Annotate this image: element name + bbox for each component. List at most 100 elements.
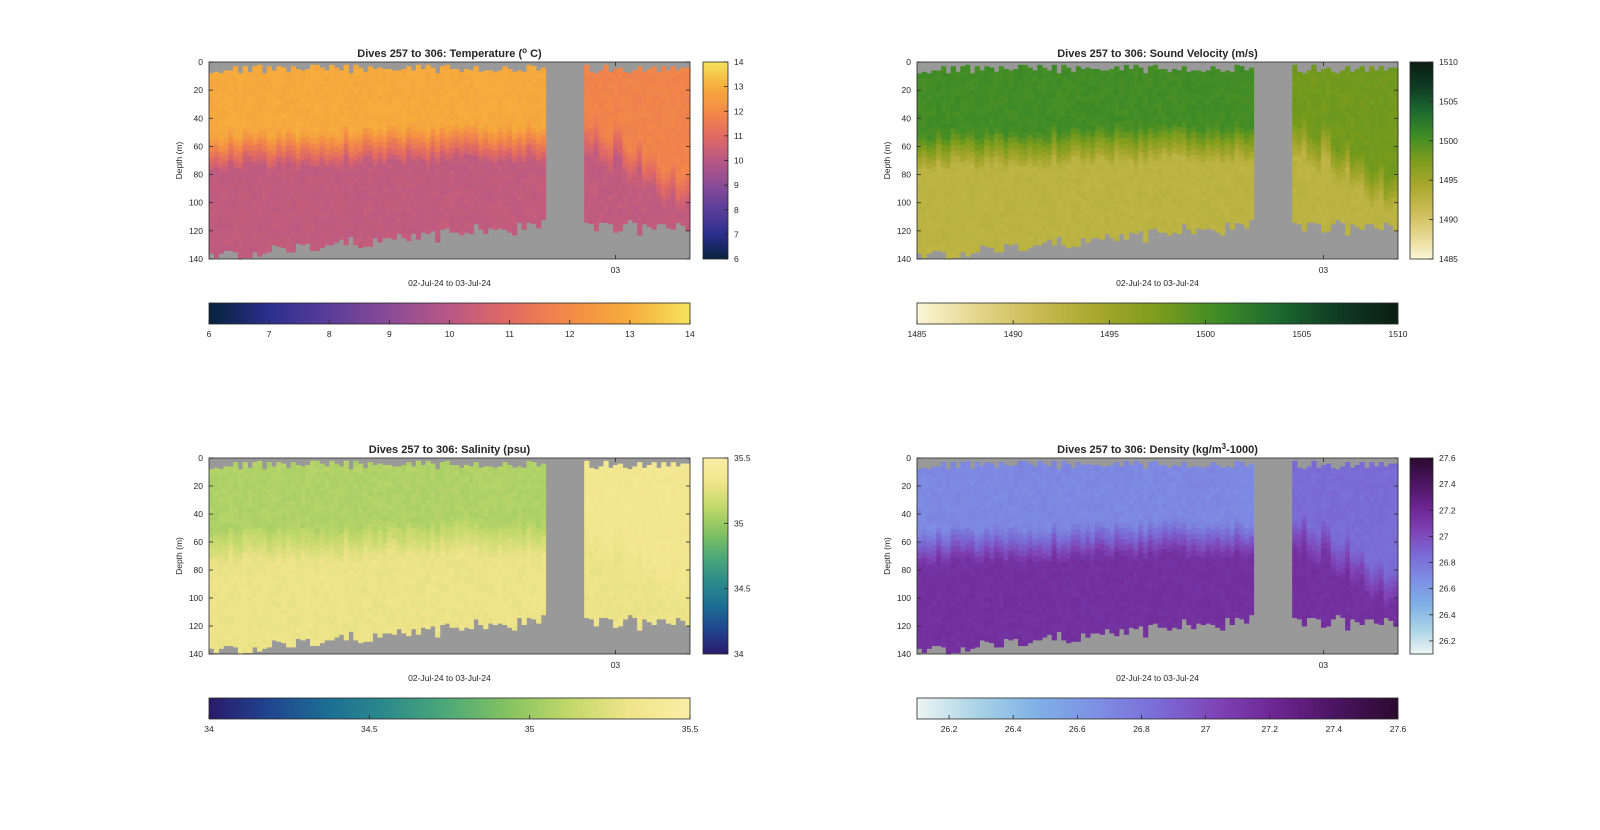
side-colorbar-tick-label: 27.4: [1439, 479, 1456, 489]
y-tick-label: 120: [897, 226, 911, 236]
side-colorbar-tick-label: 1495: [1439, 175, 1458, 185]
side-colorbar-tick-label: 26.6: [1439, 584, 1456, 594]
side-colorbar-tick-label: 12: [734, 106, 744, 116]
side-colorbar-tick-label: 35.5: [734, 453, 751, 463]
bottom-colorbar: 1485 1490 1495 1500 1505 1510: [908, 302, 1408, 339]
bottom-colorbar-tick-label: 6: [207, 329, 212, 339]
y-tick-label: 0: [198, 57, 203, 67]
bottom-colorbar-tick-label: 34.5: [361, 724, 378, 734]
y-tick-label: 60: [194, 537, 204, 547]
y-tick-label: 100: [897, 593, 911, 603]
bottom-colorbar-tick-label: 27: [1201, 724, 1211, 734]
chart-sound_velocity: 0 20 40 60 80 100 120 140 03 Dives 257 to 306: So…: [882, 48, 1458, 339]
y-tick-label: 140: [189, 649, 203, 659]
side-colorbar-tick-label: 1510: [1439, 57, 1458, 67]
y-axis-label: Depth (m): [174, 141, 184, 179]
y-tick-label: 120: [189, 621, 203, 631]
y-axis-label: Depth (m): [174, 537, 184, 575]
y-tick-label: 20: [902, 481, 912, 491]
bottom-colorbar-tick-label: 13: [625, 329, 635, 339]
side-colorbar-tick-label: 7: [734, 229, 739, 239]
side-colorbar-tick-label: 1500: [1439, 136, 1458, 146]
bottom-colorbar-tick-label: 35.5: [682, 724, 699, 734]
side-colorbar-tick-label: 27.2: [1439, 505, 1456, 515]
y-tick-label: 20: [194, 481, 204, 491]
chart-title: Dives 257 to 306: Salinity (psu): [369, 444, 531, 456]
side-colorbar-tick-label: 27: [1439, 531, 1449, 541]
axes-box: [916, 61, 1399, 260]
side-colorbar-tick-label: 1485: [1439, 254, 1458, 264]
side-colorbar-tick-label: 26.8: [1439, 558, 1456, 568]
chart-title: Dives 257 to 306: Density (kg/m3-1000): [1057, 442, 1258, 457]
bottom-colorbar-tick-label: 1500: [1196, 329, 1215, 339]
bottom-colorbar-tick-label: 14: [685, 329, 695, 339]
side-colorbar-tick-label: 34: [734, 649, 744, 659]
side-colorbar-tick-label: 6: [734, 254, 739, 264]
bottom-colorbar-tick-label: 8: [327, 329, 332, 339]
x-tick-label: 03: [611, 265, 621, 275]
side-colorbar-tick-label: 26.4: [1439, 610, 1456, 620]
chart-salinity: 0 20 40 60 80 100 120 140 03 Dives 257 to 306: Sa…: [174, 444, 751, 734]
side-colorbar-tick-label: 35: [734, 518, 744, 528]
bottom-colorbar-tick-label: 11: [505, 329, 514, 339]
y-tick-label: 60: [194, 141, 204, 151]
axes-box: [208, 61, 691, 260]
x-axis-label: 02-Jul-24 to 03-Jul-24: [408, 673, 491, 683]
y-tick-label: 40: [902, 509, 912, 519]
x-axis-label: 02-Jul-24 to 03-Jul-24: [1116, 278, 1199, 288]
y-tick-label: 40: [902, 113, 912, 123]
y-tick-label: 80: [194, 565, 204, 575]
y-tick-label: 0: [906, 57, 911, 67]
y-tick-label: 100: [189, 198, 203, 208]
y-tick-label: 100: [189, 593, 203, 603]
bottom-colorbar: 34 34.5 35 35.5: [204, 697, 699, 734]
y-tick-label: 80: [194, 170, 204, 180]
bottom-colorbar-tick-label: 26.2: [941, 724, 958, 734]
y-tick-label: 80: [902, 170, 912, 180]
y-tick-label: 20: [902, 85, 912, 95]
bottom-colorbar-tick-label: 1485: [908, 329, 927, 339]
y-tick-label: 140: [897, 254, 911, 264]
bottom-colorbar-tick-label: 26.4: [1005, 724, 1022, 734]
chart-title: Dives 257 to 306: Sound Velocity (m/s): [1057, 48, 1258, 60]
bottom-colorbar-tick-label: 34: [204, 724, 214, 734]
side-colorbar-tick-label: 1505: [1439, 96, 1458, 106]
heatmap-cells: [917, 64, 1399, 260]
side-colorbar-tick-label: 26.2: [1439, 636, 1456, 646]
y-tick-label: 40: [194, 113, 204, 123]
bottom-colorbar-tick-label: 27.4: [1326, 724, 1343, 734]
y-tick-label: 20: [194, 85, 204, 95]
bottom-colorbar-tick-label: 9: [387, 329, 392, 339]
bottom-colorbar-tick-label: 26.6: [1069, 724, 1086, 734]
heatmap-cells: [917, 460, 1399, 655]
x-tick-label: 03: [611, 660, 621, 670]
side-colorbar-tick-label: 11: [734, 131, 743, 141]
bottom-colorbar-tick-label: 10: [445, 329, 455, 339]
side-colorbar: 26.2 26.4 26.6 26.8 27 27.2 27.4 27.6: [1409, 453, 1456, 655]
side-colorbar-tick-label: 8: [734, 205, 739, 215]
y-tick-label: 140: [897, 649, 911, 659]
bottom-colorbar-tick-label: 27.6: [1390, 724, 1407, 734]
y-tick-label: 60: [902, 537, 912, 547]
side-colorbar: 1485 1490 1495 1500 1505 1510: [1409, 57, 1458, 264]
x-tick-label: 03: [1319, 265, 1329, 275]
x-axis-label: 02-Jul-24 to 03-Jul-24: [408, 278, 491, 288]
side-colorbar-tick-label: 27.6: [1439, 453, 1456, 463]
y-axis-label: Depth (m): [882, 141, 892, 179]
x-axis-label: 02-Jul-24 to 03-Jul-24: [1116, 673, 1199, 683]
side-colorbar-tick-label: 13: [734, 82, 744, 92]
side-colorbar-tick-label: 1490: [1439, 215, 1458, 225]
y-axis-label: Depth (m): [882, 537, 892, 575]
bottom-colorbar-tick-label: 1505: [1292, 329, 1311, 339]
x-tick-label: 03: [1319, 660, 1329, 670]
bottom-colorbar-tick-label: 35: [525, 724, 535, 734]
chart-temperature: 0 20 40 60 80 100 120 140 03 Dives 257 to 306: Te…: [174, 46, 744, 340]
heatmap-cells: [209, 460, 691, 655]
bottom-colorbar-tick-label: 26.8: [1133, 724, 1150, 734]
bottom-colorbar-tick-label: 27.2: [1261, 724, 1278, 734]
y-tick-label: 0: [198, 453, 203, 463]
axes-box: [208, 457, 691, 655]
y-tick-label: 40: [194, 509, 204, 519]
y-tick-label: 0: [906, 453, 911, 463]
